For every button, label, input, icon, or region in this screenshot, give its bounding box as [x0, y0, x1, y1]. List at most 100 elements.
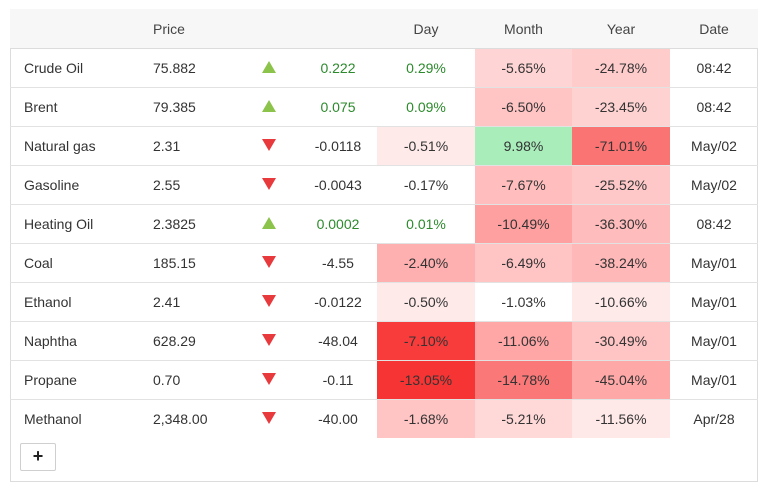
commodity-name-link[interactable]: Brent [10, 87, 139, 127]
date-cell: 08:42 [670, 48, 758, 88]
day-change-cell: -0.50% [377, 282, 475, 322]
day-change-cell: -0.17% [377, 165, 475, 205]
header-price[interactable]: Price [139, 9, 239, 49]
header-day[interactable]: Day [377, 9, 475, 49]
commodity-name-link[interactable]: Heating Oil [10, 204, 139, 244]
commodity-name-link[interactable]: Coal [10, 243, 139, 283]
table-row[interactable]: Gasoline 2.55 -0.0043 -0.17% -7.67% -25.52% Ma… [10, 165, 758, 205]
day-change-cell: 0.09% [377, 87, 475, 127]
change-cell: -40.00 [318, 411, 358, 427]
change-cell: -48.04 [299, 321, 377, 361]
change-cell: -4.55 [299, 243, 377, 283]
header-name [10, 9, 139, 49]
table-row[interactable]: Naphtha 628.29 -48.04 -7.10% -11.06% -30.49% M… [10, 321, 758, 361]
triangle-up-icon [262, 100, 276, 112]
change-cell: -0.0122 [299, 282, 377, 322]
commodity-name-link[interactable]: Crude Oil [10, 48, 139, 88]
price-cell: 2.55 [139, 165, 239, 205]
commodities-table: Price Day Month Year Date Crude Oil 75.88… [10, 9, 758, 438]
table-row[interactable]: Propane 0.70 -0.11 -13.05% -14.78% -45.04% May… [10, 360, 758, 400]
commodity-name-link[interactable]: Ethanol [10, 282, 139, 322]
price-cell: 2.3825 [139, 204, 239, 244]
change-cell: -0.11 [299, 360, 377, 400]
year-change-cell: -71.01% [572, 126, 670, 166]
year-change-cell: -11.56% [572, 399, 670, 438]
header-row: Price Day Month Year Date [10, 9, 758, 49]
day-change-cell: 0.29% [377, 48, 475, 88]
month-change-cell: -1.03% [475, 282, 572, 322]
arrow-up-icon [239, 48, 299, 88]
triangle-down-icon [262, 295, 276, 307]
date-cell: 08:42 [670, 87, 758, 127]
table-row[interactable]: Coal 185.15 -4.55 -2.40% -6.49% -38.24% May/01 [10, 243, 758, 283]
table-row[interactable]: Brent 79.385 0.075 0.09% -6.50% -23.45% 08:42 [10, 87, 758, 127]
change-cell: -0.0118 [299, 126, 377, 166]
month-change-cell: -7.67% [475, 165, 572, 205]
arrow-up-icon [239, 87, 299, 127]
price-cell: 628.29 [139, 321, 239, 361]
date-cell: Apr/28 [693, 411, 735, 427]
date-cell: May/01 [670, 360, 758, 400]
arrow-down-icon [239, 126, 299, 166]
day-change-cell: -2.40% [377, 243, 475, 283]
month-change-cell: -5.65% [475, 48, 572, 88]
add-row-button[interactable]: + [20, 443, 56, 471]
commodity-name-link[interactable]: Naphtha [10, 321, 139, 361]
arrow-down-icon [239, 282, 299, 322]
day-change-cell: -0.51% [377, 126, 475, 166]
change-cell: 0.222 [299, 48, 377, 88]
triangle-down-icon [262, 412, 276, 424]
commodity-name-link[interactable]: Natural gas [10, 126, 139, 166]
arrow-up-icon [239, 204, 299, 244]
triangle-down-icon [262, 256, 276, 268]
arrow-down-icon [239, 360, 299, 400]
date-cell: May/01 [670, 243, 758, 283]
commodity-name-link[interactable]: Propane [10, 360, 139, 400]
month-change-cell: -14.78% [475, 360, 572, 400]
triangle-down-icon [262, 139, 276, 151]
change-cell: 0.0002 [299, 204, 377, 244]
date-cell: May/02 [670, 165, 758, 205]
month-change-cell: 9.98% [475, 126, 572, 166]
table-row[interactable]: Natural gas 2.31 -0.0118 -0.51% 9.98% -71.01%… [10, 126, 758, 166]
commodity-name-link[interactable]: Methanol [24, 411, 82, 427]
year-change-cell: -45.04% [572, 360, 670, 400]
triangle-down-icon [262, 373, 276, 385]
arrow-down-icon [239, 165, 299, 205]
month-change-cell: -5.21% [475, 399, 572, 438]
date-cell: May/01 [670, 282, 758, 322]
year-change-cell: -10.66% [572, 282, 670, 322]
day-change-cell: -13.05% [377, 360, 475, 400]
price-cell: 79.385 [139, 87, 239, 127]
triangle-up-icon [262, 61, 276, 73]
header-date[interactable]: Date [670, 9, 758, 49]
arrow-down-icon [239, 400, 299, 439]
year-change-cell: -23.45% [572, 87, 670, 127]
triangle-down-icon [262, 334, 276, 346]
commodity-name-link[interactable]: Gasoline [10, 165, 139, 205]
table-row[interactable]: Heating Oil 2.3825 0.0002 0.01% -10.49% -36.3… [10, 204, 758, 244]
header-arrow [239, 9, 299, 49]
year-change-cell: -30.49% [572, 321, 670, 361]
month-change-cell: -6.50% [475, 87, 572, 127]
triangle-up-icon [262, 217, 276, 229]
table-row[interactable]: Ethanol 2.41 -0.0122 -0.50% -1.03% -10.66% May… [10, 282, 758, 322]
day-change-cell: -7.10% [377, 321, 475, 361]
date-cell: May/02 [670, 126, 758, 166]
price-cell: 185.15 [139, 243, 239, 283]
price-cell: 75.882 [139, 48, 239, 88]
month-change-cell: -10.49% [475, 204, 572, 244]
year-change-cell: -38.24% [572, 243, 670, 283]
change-cell: 0.075 [299, 87, 377, 127]
header-change [299, 9, 377, 49]
date-cell: 08:42 [670, 204, 758, 244]
header-year[interactable]: Year [572, 9, 670, 49]
price-cell: 2.41 [139, 282, 239, 322]
table-row[interactable]: Methanol 2,348.00 -40.00 -1.68% -5.21% -11.56… [10, 399, 758, 439]
table-row[interactable]: Crude Oil 75.882 0.222 0.29% -5.65% -24.78% 08… [10, 48, 758, 88]
header-month[interactable]: Month [475, 9, 572, 49]
day-change-cell: -1.68% [377, 399, 475, 438]
month-change-cell: -11.06% [475, 321, 572, 361]
price-cell: 0.70 [139, 360, 239, 400]
year-change-cell: -24.78% [572, 48, 670, 88]
